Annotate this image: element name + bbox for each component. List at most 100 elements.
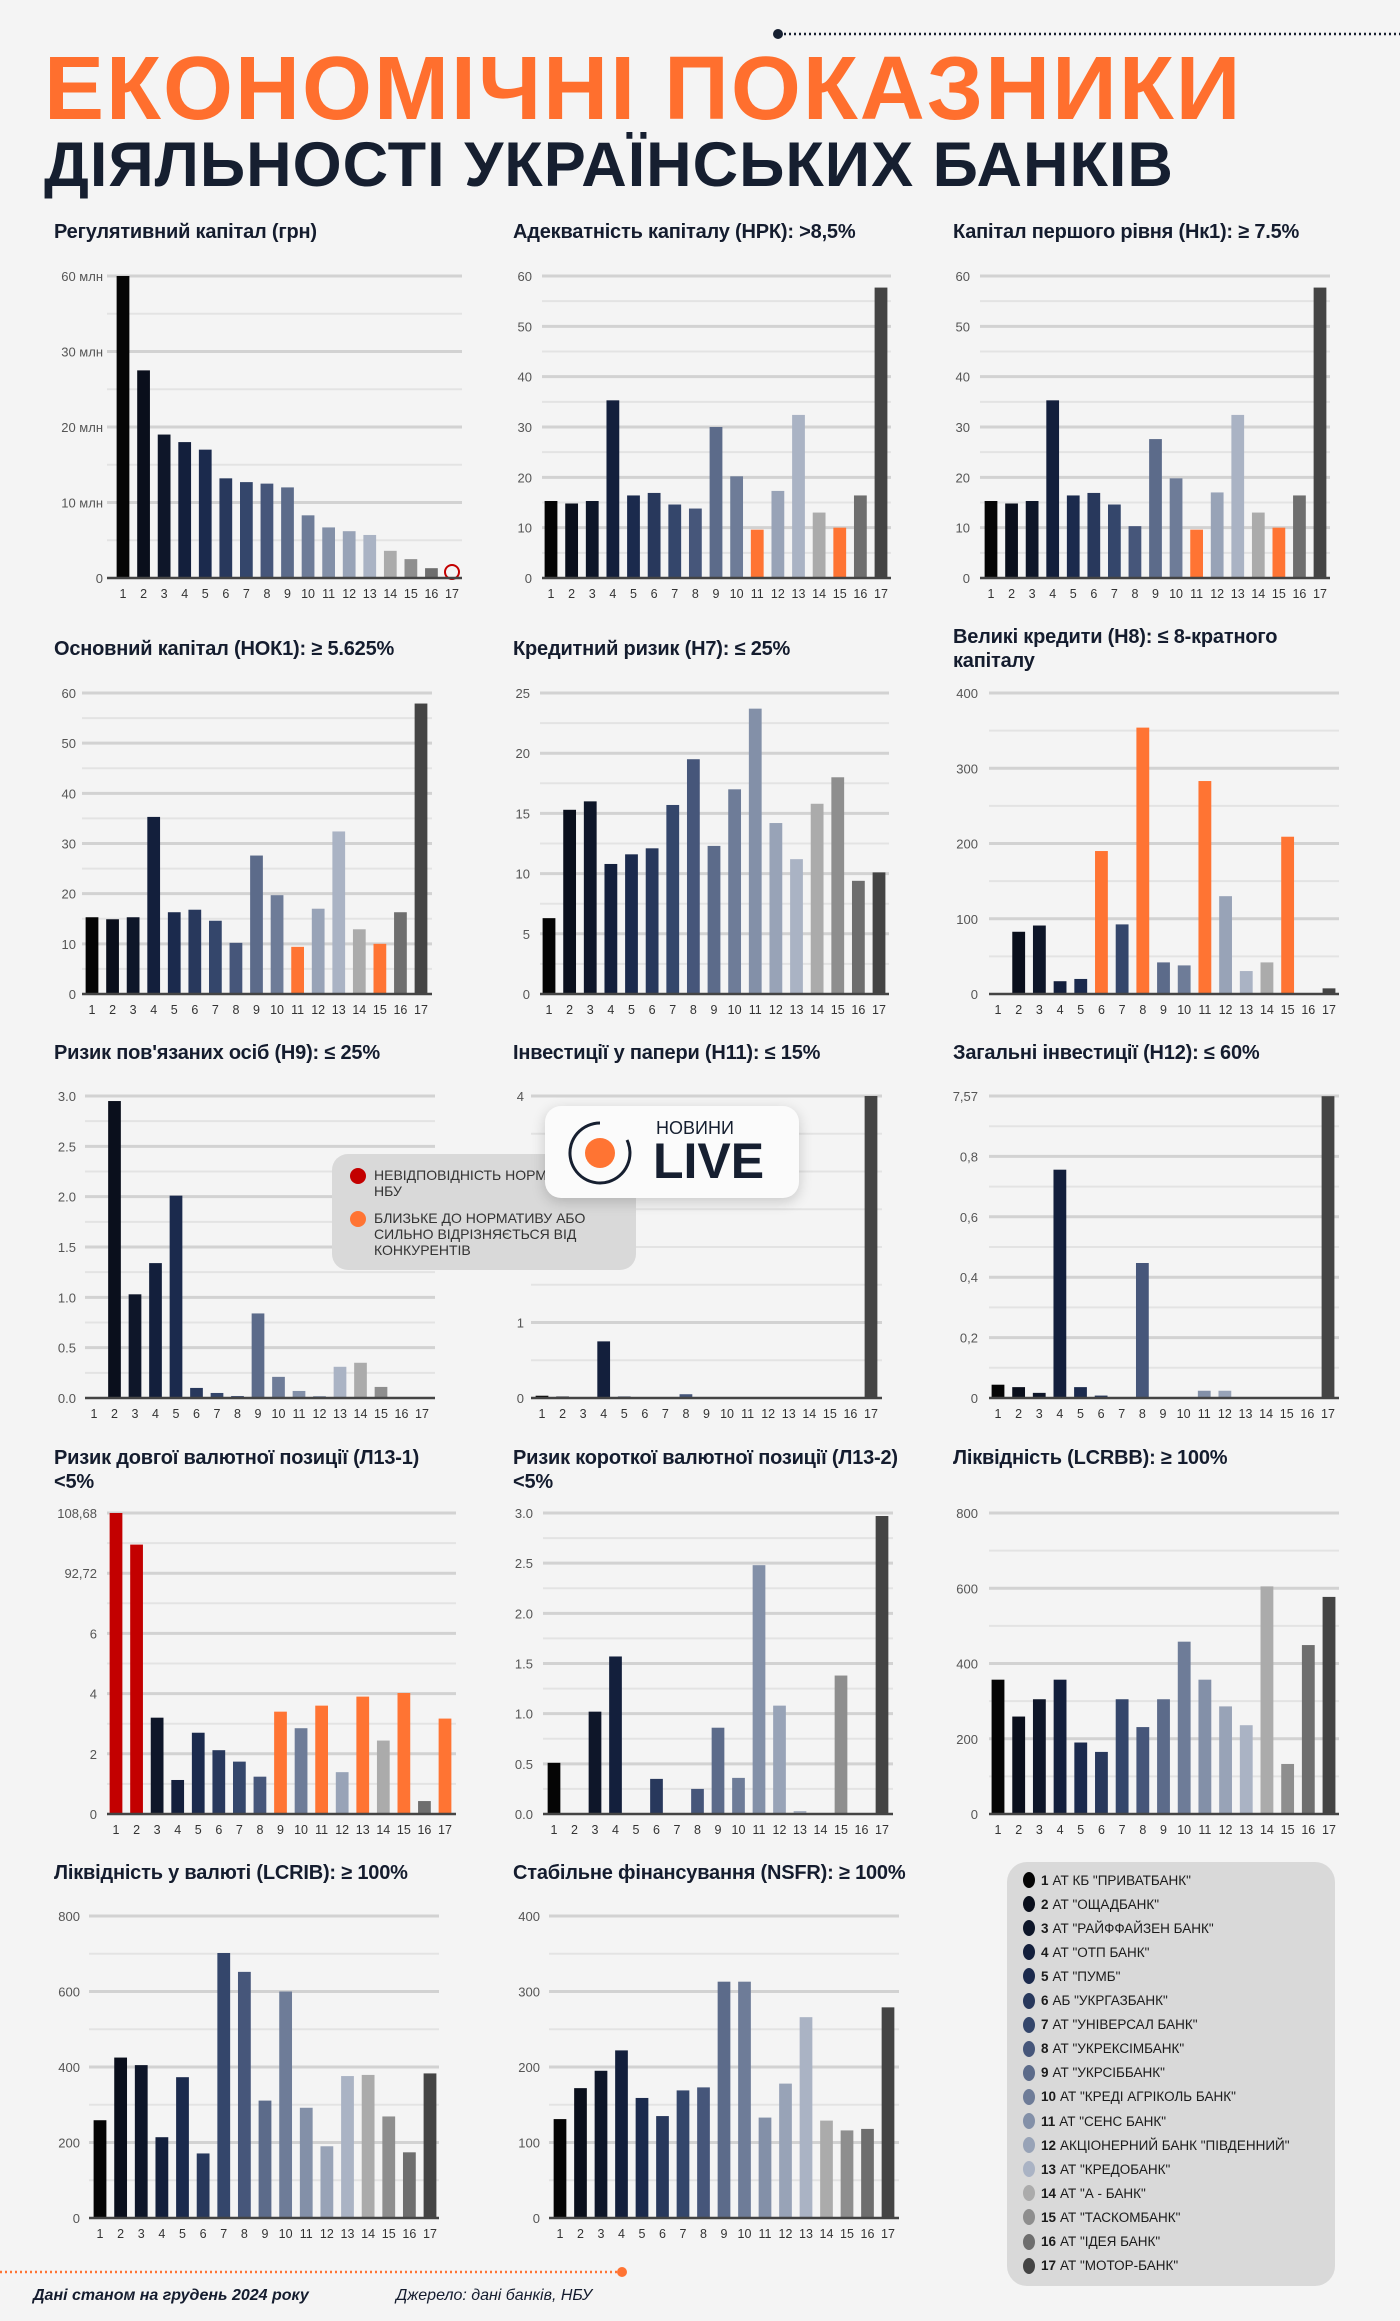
bar-bank-3: [128, 1294, 142, 1398]
y-tick-label: 0: [971, 1807, 978, 1822]
legend-color-dot-icon: [1023, 2113, 1035, 2129]
legend-bank-name: АТ "УНІВЕРСАЛ БАНК": [1052, 2017, 1198, 2033]
bar-bank-4: [604, 863, 618, 994]
y-tick-label: 20: [518, 470, 532, 485]
x-tick-label: 9: [1160, 1823, 1167, 1837]
bar-bank-16: [1301, 1645, 1315, 1814]
bar-bank-5: [1074, 1387, 1087, 1398]
legend-item: 7 АТ "УНІВЕРСАЛ БАНК": [1023, 2016, 1198, 2033]
chart-title: Основний капітал (НОК1): ≥ 5.625%: [54, 638, 395, 660]
bar-bank-2: [106, 919, 119, 994]
bar-bank-8: [1136, 1727, 1150, 1814]
chart-title: Регулятивний капітал (грн): [54, 221, 317, 243]
bar-bank-4: [171, 1779, 185, 1814]
y-tick-label: 2.0: [515, 1606, 533, 1621]
bar-bank-12: [769, 823, 783, 994]
x-tick-label: 11: [322, 587, 335, 601]
bar-bank-17: [875, 1516, 889, 1814]
x-tick-label: 14: [376, 1823, 390, 1837]
x-tick-label: 2: [109, 1003, 116, 1017]
bar-bank-3: [126, 917, 140, 994]
x-tick-label: 4: [1057, 1003, 1064, 1017]
x-tick-label: 17: [881, 2227, 895, 2241]
bar-bank-3: [134, 2065, 148, 2218]
y-tick-label: 0: [73, 2211, 80, 2226]
legend-bank-name: АТ "ОТП БАНК": [1052, 1944, 1150, 1960]
x-tick-label: 15: [373, 1003, 387, 1017]
x-tick-label: 12: [313, 1407, 327, 1421]
bar-bank-8: [1135, 1263, 1149, 1398]
x-tick-label: 13: [1231, 587, 1245, 601]
legend-item: 16 АТ "ІДЕЯ БАНК": [1023, 2233, 1160, 2250]
y-tick-label: 0,8: [960, 1149, 978, 1164]
x-tick-label: 5: [171, 1003, 178, 1017]
x-tick-label: 14: [820, 2227, 834, 2241]
x-tick-label: 1: [546, 1003, 553, 1017]
x-tick-label: 17: [1313, 587, 1327, 601]
bar-bank-13: [790, 859, 803, 994]
y-tick-label: 0: [523, 987, 530, 1002]
x-tick-label: 14: [812, 587, 826, 601]
chart-title: Ризик пов'язаних осіб (Н9): ≤ 25%: [54, 1042, 380, 1064]
x-tick-label: 9: [703, 1407, 710, 1421]
x-tick-label: 16: [402, 2227, 416, 2241]
y-tick-label: 10: [518, 521, 532, 536]
bar-bank-1: [984, 500, 998, 578]
x-tick-label: 16: [424, 587, 438, 601]
y-tick-label: 10: [516, 867, 530, 882]
y-tick-label: 20: [956, 470, 970, 485]
y-tick-label: 0,6: [960, 1210, 978, 1225]
y-tick-label: 600: [58, 1985, 80, 2000]
x-tick-label: 8: [234, 1407, 241, 1421]
x-tick-label: 10: [1169, 587, 1183, 601]
bar-bank-10: [270, 895, 284, 994]
bar-bank-14: [354, 1362, 367, 1398]
legend-bank-name: АТ "СЕНС БАНК": [1059, 2113, 1166, 2129]
x-tick-label: 14: [361, 2227, 375, 2241]
bar-bank-10: [728, 789, 742, 994]
y-tick-label: 30 млн: [61, 345, 103, 360]
chart-title: Ризик довгої валютної позиції (Л13-1) <5…: [54, 1447, 420, 1493]
legend-color-dot-icon: [1023, 2257, 1035, 2274]
bar-bank-9: [709, 427, 723, 578]
bar-bank-12: [311, 908, 325, 994]
bar-bank-3: [1025, 500, 1039, 578]
chart-title: Загальні інвестиції (Н12): ≤ 60%: [953, 1042, 1260, 1064]
x-tick-label: 2: [1015, 1407, 1022, 1421]
bar-bank-3: [585, 500, 599, 578]
x-tick-label: 1: [89, 1003, 96, 1017]
y-tick-label: 60: [62, 686, 76, 701]
y-tick-label: 40: [518, 370, 532, 385]
page-title-line2: ДІЯЛЬНОСТІ УКРАЇНСЬКИХ БАНКІВ: [44, 130, 1174, 200]
bar-bank-14: [812, 512, 826, 578]
legend-bank-name: АБ "УКРГАЗБАНК": [1052, 1993, 1168, 2008]
x-tick-label: 4: [174, 1823, 181, 1837]
x-tick-label: 7: [212, 1003, 219, 1017]
x-tick-label: 11: [315, 1823, 328, 1837]
bar-bank-15: [833, 527, 847, 578]
x-tick-label: 13: [792, 587, 806, 601]
x-tick-label: 7: [220, 2227, 227, 2241]
x-tick-label: 13: [790, 1003, 804, 1017]
bar-bank-6: [650, 1778, 663, 1814]
x-tick-label: 13: [363, 587, 377, 601]
x-tick-label: 15: [1281, 1003, 1295, 1017]
x-tick-label: 11: [291, 1003, 304, 1017]
x-tick-label: 1: [97, 2227, 104, 2241]
x-tick-label: 4: [609, 587, 616, 601]
bar-bank-11: [315, 1705, 328, 1814]
bar-bank-11: [748, 708, 762, 994]
x-tick-label: 6: [193, 1407, 200, 1421]
y-tick-label: 25: [516, 686, 530, 701]
x-tick-label: 6: [191, 1003, 198, 1017]
x-tick-label: 1: [91, 1407, 98, 1421]
bar-bank-14: [1260, 962, 1274, 994]
bar-bank-6: [647, 492, 661, 578]
x-tick-label: 8: [694, 1823, 701, 1837]
x-tick-label: 2: [111, 1407, 118, 1421]
x-tick-label: 13: [782, 1407, 796, 1421]
bar-bank-13: [1231, 414, 1245, 578]
